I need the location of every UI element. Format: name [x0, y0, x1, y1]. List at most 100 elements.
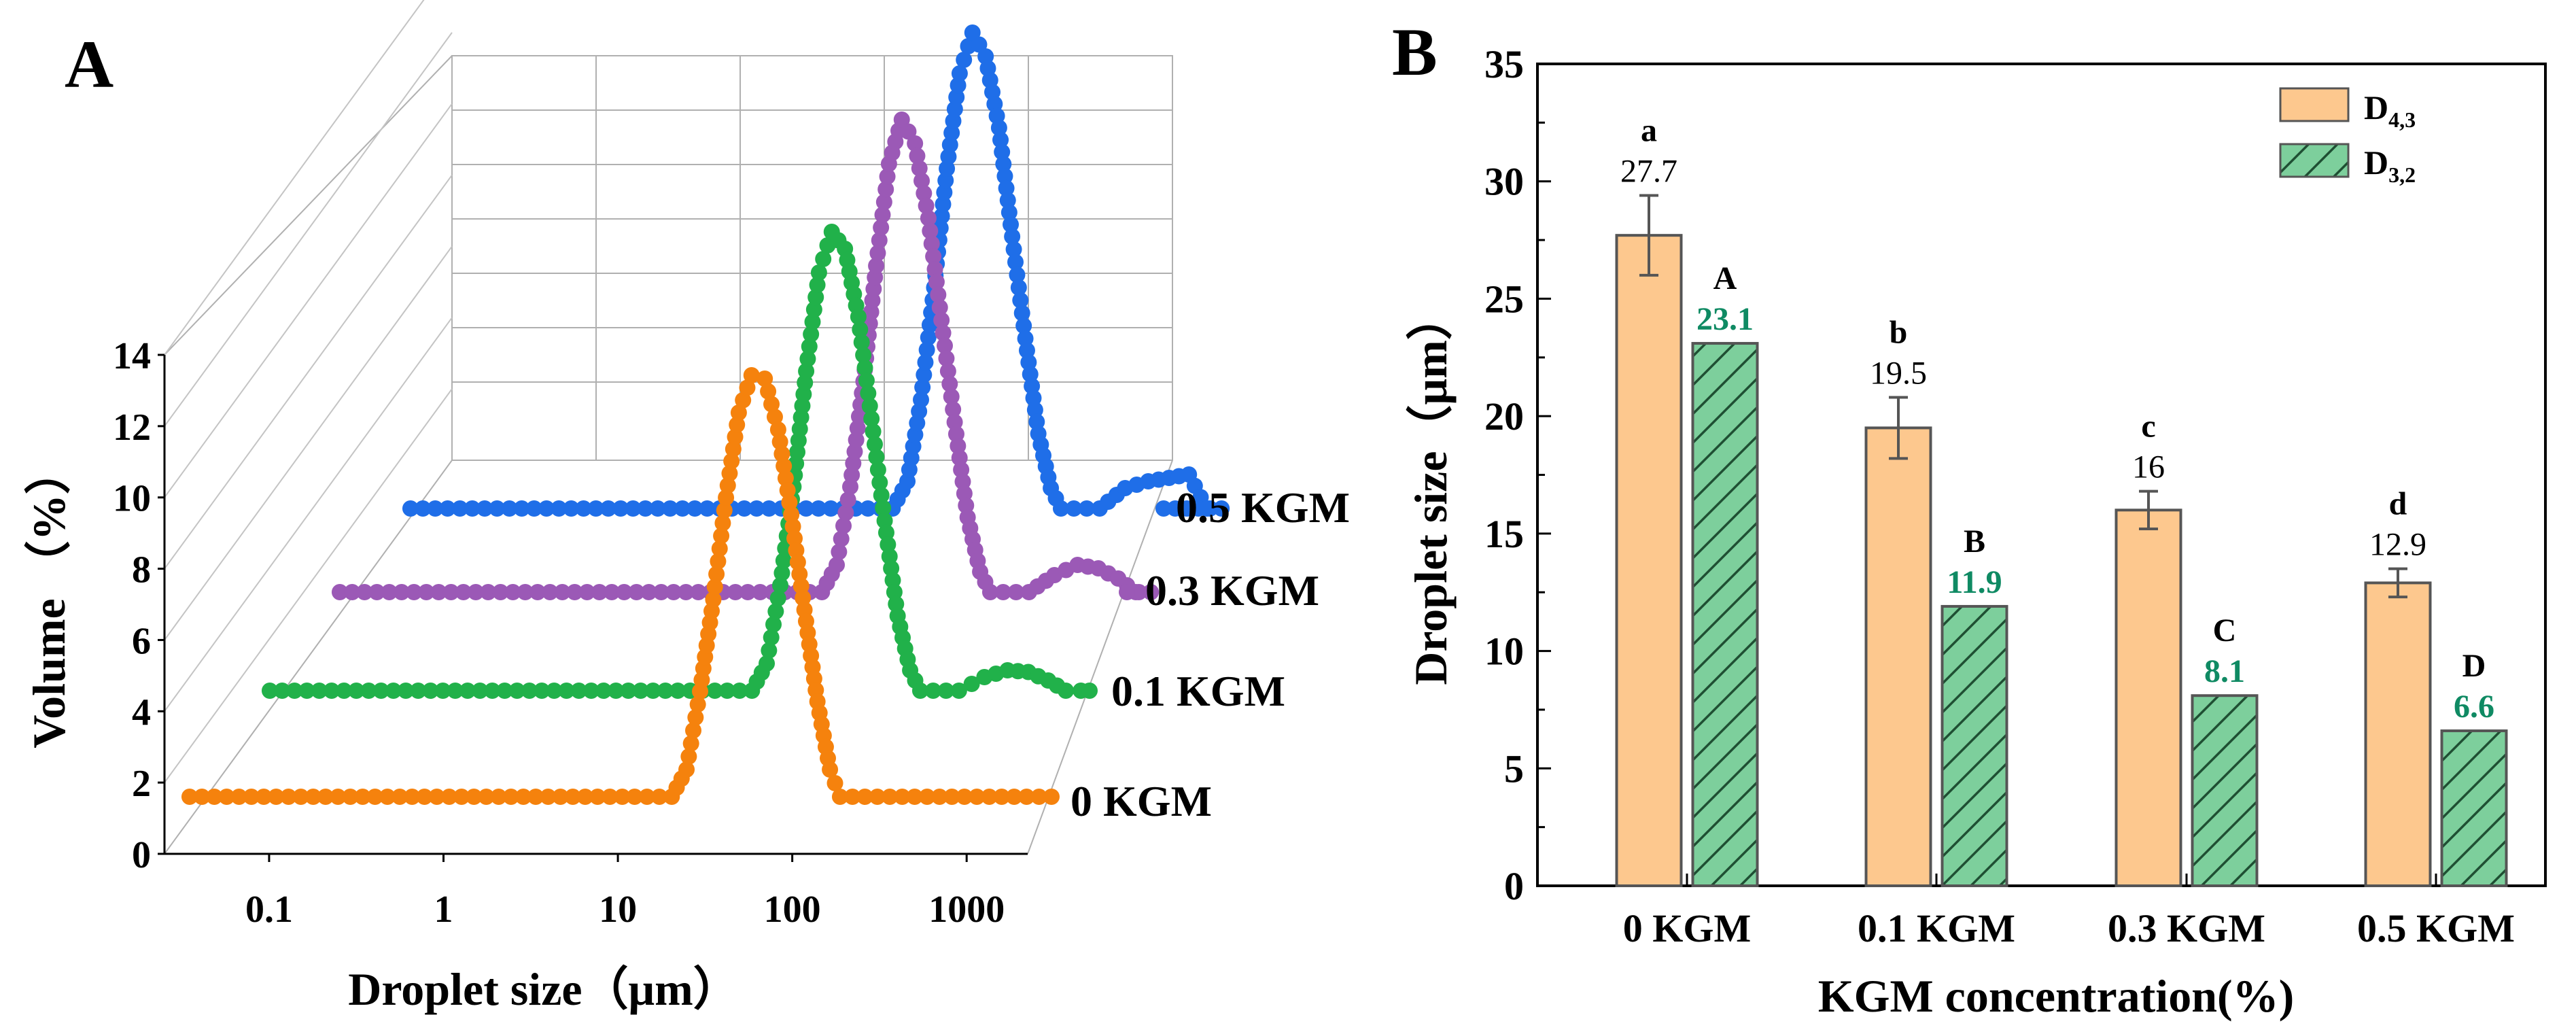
panel-a-x-axis: 0.1 1 10 100 1000	[164, 852, 1028, 931]
data-point	[591, 584, 608, 600]
data-point	[304, 789, 321, 805]
data-point	[789, 554, 806, 570]
data-point	[950, 438, 967, 454]
data-point	[404, 789, 421, 805]
data-point	[964, 24, 981, 41]
data-point	[807, 289, 824, 306]
data-point	[599, 500, 616, 517]
data-point	[602, 789, 619, 805]
data-point	[564, 789, 581, 805]
data-point	[926, 261, 943, 277]
series-label: 0.3 KGM	[1145, 566, 1319, 615]
data-point	[1009, 266, 1026, 283]
panel-b-bars: 27.7 a 19.5 b 16 c 12.9 d 23.1 A 11.9 B 8.1 C 6.6 D	[1615, 112, 2508, 888]
data-point	[1007, 584, 1024, 600]
legend-swatch-d43	[2279, 87, 2350, 122]
data-point	[632, 683, 649, 699]
data-point	[558, 683, 575, 699]
data-point	[833, 530, 850, 547]
data-point	[554, 584, 571, 600]
data-point	[937, 683, 954, 699]
data-point	[911, 683, 928, 699]
data-point	[708, 566, 725, 583]
panel-a-label: A	[65, 27, 114, 102]
data-point	[873, 487, 890, 504]
data-point	[752, 584, 769, 600]
y-tick-label: 6	[132, 620, 151, 662]
data-point	[640, 584, 657, 600]
left-wall-grid	[164, 0, 453, 783]
data-point	[805, 301, 822, 318]
data-point	[837, 504, 854, 521]
data-point	[721, 465, 738, 482]
data-point	[756, 370, 773, 387]
data-point	[950, 683, 967, 699]
data-point	[534, 683, 551, 699]
data-point	[243, 789, 260, 805]
data-point	[354, 789, 371, 805]
data-point	[1005, 241, 1022, 258]
data-point	[994, 584, 1011, 600]
data-point	[551, 500, 568, 517]
data-point	[739, 584, 756, 600]
bar	[2440, 729, 2508, 887]
data-point	[850, 309, 867, 325]
y-tick-label: 0	[1504, 864, 1524, 908]
significance-letter: B	[1964, 523, 1985, 559]
data-point	[459, 683, 476, 699]
data-point	[649, 500, 666, 517]
series-label: 0.5 KGM	[1176, 483, 1350, 532]
data-point	[856, 360, 873, 376]
data-point	[513, 500, 530, 517]
data-point	[1052, 500, 1069, 517]
data-point	[323, 683, 340, 699]
value-label: 27.7	[1620, 153, 1677, 189]
value-label: 6.6	[2454, 689, 2494, 725]
data-point	[1028, 413, 1045, 430]
data-point	[1058, 683, 1075, 699]
data-point	[859, 500, 876, 517]
significance-letter: d	[2389, 486, 2407, 522]
data-point	[1013, 305, 1030, 322]
data-point	[595, 683, 612, 699]
data-point	[765, 616, 782, 633]
data-point	[501, 500, 518, 517]
data-point	[736, 500, 753, 517]
data-point	[869, 789, 886, 805]
data-point	[546, 683, 563, 699]
data-point	[489, 500, 506, 517]
data-point	[1143, 584, 1160, 600]
data-point	[994, 143, 1011, 160]
data-point	[886, 584, 903, 600]
series-group: 0.5 KGM 0.3 KGM 0.1 KGM 0 KGM	[181, 24, 1350, 825]
data-point	[791, 566, 808, 583]
data-point	[798, 363, 815, 379]
data-point	[1025, 390, 1042, 407]
data-point	[938, 350, 955, 367]
back-wall-grid	[164, 55, 1173, 855]
data-point	[468, 584, 485, 600]
data-point	[853, 334, 870, 351]
data-point	[956, 52, 973, 68]
data-point	[542, 584, 559, 600]
data-point	[958, 497, 975, 514]
data-point	[1015, 317, 1032, 334]
data-point	[772, 577, 789, 593]
data-point	[913, 392, 930, 408]
data-point	[614, 789, 631, 805]
bar	[1940, 604, 2008, 887]
data-point	[1017, 330, 1034, 347]
data-point	[194, 789, 211, 805]
data-point	[644, 683, 661, 699]
data-point	[869, 245, 886, 262]
y-tick-label: 2	[132, 763, 151, 805]
data-point	[931, 789, 948, 805]
data-point	[875, 194, 892, 211]
data-point	[406, 584, 423, 600]
data-point	[451, 500, 468, 517]
data-point	[366, 789, 383, 805]
data-point	[781, 494, 798, 511]
data-point	[963, 676, 980, 692]
y-tick-label: 0	[132, 834, 151, 876]
data-point	[727, 584, 744, 600]
